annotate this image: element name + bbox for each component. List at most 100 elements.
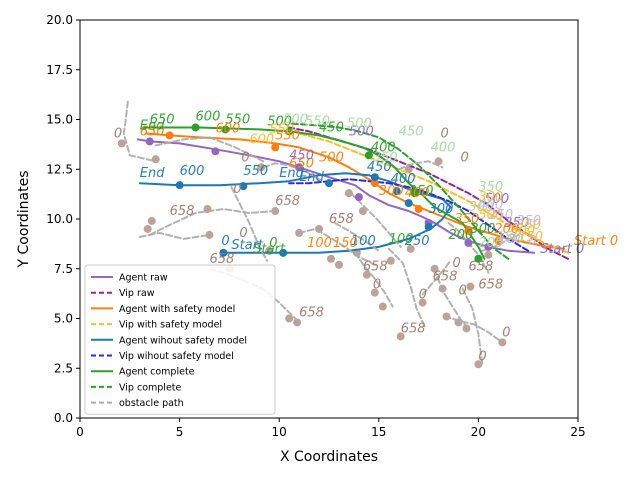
obstacle-path: [461, 287, 484, 366]
annotation-label: 0: [239, 226, 247, 241]
obstacle-point: [285, 314, 294, 323]
annotation-label: 300: [468, 200, 493, 215]
annotation-label: 350: [373, 150, 398, 165]
y-tick-label: 7.5: [54, 262, 73, 276]
obstacle-point: [396, 332, 405, 341]
annotation-label: 658: [170, 204, 195, 219]
annotation-label: 300: [510, 224, 535, 239]
obstacle-point: [257, 163, 266, 172]
marker-layer: [145, 123, 503, 263]
annotation-label: Start: [231, 238, 264, 253]
agent-complete-line: [142, 126, 486, 260]
obstacle-point: [205, 230, 214, 239]
obstacle-point: [466, 282, 475, 291]
agent-wihout-safety-model-line: [138, 172, 452, 254]
agent-wihout-safety-model-point: [424, 222, 433, 231]
y-axis-ticks: 0.0 2.5 5.0 7.5 10.0 12.5 15.0 17.5 20.0: [46, 13, 80, 425]
obstacle-path: [298, 228, 376, 266]
annotation-label: 350: [478, 180, 503, 195]
annotation-label: 500: [319, 150, 344, 165]
annotation-label: 658: [275, 194, 300, 209]
annotation-label: 500: [347, 116, 372, 131]
obstacle-point: [344, 189, 353, 198]
agent-with-safety-model-point: [370, 179, 379, 188]
annotation-label: End: [299, 170, 324, 185]
obstacle-point: [143, 224, 152, 233]
obstacle-point: [378, 302, 387, 311]
annotation-label: 200: [449, 228, 474, 243]
obstacle-point: [370, 288, 379, 297]
agent-raw-point: [295, 163, 304, 172]
legend-label: Vip complete: [119, 382, 182, 393]
annotation-label: 100: [307, 236, 332, 251]
annotation-label: 100: [389, 232, 414, 247]
annotation-label: 600: [215, 121, 240, 136]
vip-complete-line: [288, 122, 510, 260]
obstacle-path: [154, 136, 265, 163]
annotation-label: 300: [478, 190, 503, 205]
obstacle-path: [353, 251, 394, 308]
annotation-label: 0: [241, 150, 249, 165]
y-tick-label: 5.0: [54, 312, 73, 326]
annotation-label: 200: [478, 236, 503, 251]
annotation-label: 658: [363, 260, 388, 275]
obstacle-point: [293, 318, 302, 327]
obstacle-path: [421, 259, 452, 296]
annotation-label: 0: [221, 234, 229, 249]
x-tick-label: 25: [570, 425, 585, 439]
x-tick-label: 5: [176, 425, 184, 439]
legend-label: Vip wihout safety model: [119, 351, 234, 362]
y-tick-label: 12.5: [46, 162, 73, 176]
annotation-label: 0: [419, 288, 427, 303]
annotation-label: 550: [269, 122, 294, 137]
agent-complete-point: [221, 125, 230, 134]
obstacle-path: [230, 186, 269, 262]
obstacle-path: [397, 160, 444, 171]
annotation-label: 100: [351, 234, 376, 249]
annotation-label: 400: [405, 186, 430, 201]
annotation-label: 350: [454, 212, 479, 227]
annotation-label: 658: [299, 306, 324, 321]
annotation-label: 350: [409, 184, 434, 199]
agent-wihout-safety-model-point: [279, 248, 288, 257]
obstacle-point: [358, 207, 367, 216]
agent-complete-point: [364, 151, 373, 160]
annotation-label: 500: [267, 114, 292, 129]
annotation-label: 450: [399, 124, 424, 139]
annotation-label: Start 0: [574, 234, 618, 249]
y-axis-label: Y Coordinates: [16, 170, 32, 268]
agent-wihout-safety-model-point: [239, 182, 248, 191]
y-tick-label: 10.0: [46, 212, 73, 226]
agent-with-safety-model-point: [464, 226, 473, 235]
legend-label: Vip with safety model: [119, 320, 222, 331]
annotation-label: 658: [329, 212, 354, 227]
legend-label: obstacle path: [119, 398, 184, 409]
annotation-label: 200: [494, 222, 519, 237]
obstacle-point: [406, 244, 415, 253]
y-tick-label: 17.5: [46, 63, 73, 77]
annotation-label: 400: [431, 140, 456, 155]
agent-raw-point: [354, 193, 363, 202]
annotation-label: 0: [528, 234, 536, 249]
annotation-label: 0: [502, 325, 510, 340]
y-tick-label: 0.0: [54, 411, 73, 425]
annotation-label: 450: [289, 148, 314, 163]
annotation-label: 658: [478, 278, 503, 293]
agent-complete-point: [285, 127, 294, 136]
annotation-label: 400: [391, 172, 416, 187]
obstacle-path: [122, 100, 157, 163]
annotation-label: 658: [468, 260, 493, 275]
obstacle-path: [138, 231, 211, 240]
annotation-label: 600: [196, 109, 221, 124]
obstacle-point: [147, 216, 156, 225]
obstacle-point: [326, 254, 335, 263]
agent-wihout-safety-model-point: [219, 248, 228, 257]
annotation-label: 650: [150, 112, 175, 127]
annotation-label: 0: [114, 126, 122, 141]
annotation-label: 150: [496, 230, 521, 245]
annotation-label: 658: [433, 270, 458, 285]
annotation-label: 0: [233, 182, 241, 197]
annotation-label: End: [279, 166, 304, 181]
obstacle-point: [418, 298, 427, 307]
